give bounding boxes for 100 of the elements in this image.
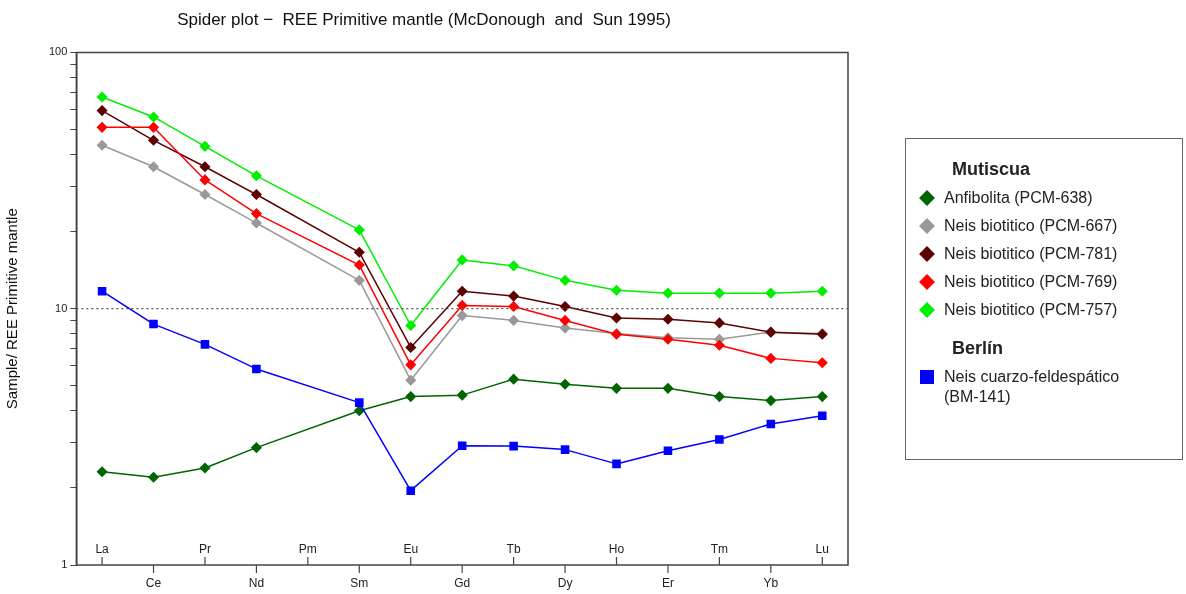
legend-label: Neis biotitico (PCM-667) [944, 216, 1118, 236]
y-tick-label: 1 [61, 558, 68, 571]
point [354, 275, 365, 286]
text: Berlín [952, 338, 1004, 359]
point [252, 364, 261, 374]
point [148, 471, 159, 483]
x-tick-label: Tm [710, 542, 729, 557]
x-tick-label: Eu [403, 542, 419, 557]
point [662, 313, 674, 325]
point [199, 141, 211, 152]
legend-label: Neis biotitico (PCM-781) [944, 244, 1118, 264]
x-tick-label: Lu [815, 542, 829, 557]
point [456, 389, 468, 401]
point [559, 379, 571, 390]
point [148, 122, 159, 133]
point [611, 285, 622, 296]
point [560, 445, 570, 454]
point [456, 285, 468, 297]
point [662, 383, 674, 394]
point [251, 442, 262, 453]
point [508, 373, 519, 385]
point [508, 290, 519, 302]
point [96, 466, 108, 478]
x-tick-label: Pm [298, 542, 317, 557]
point [508, 260, 519, 272]
point [662, 287, 674, 299]
point [199, 161, 211, 172]
point [96, 122, 108, 133]
point [199, 462, 211, 474]
point [817, 411, 827, 421]
point [559, 315, 571, 326]
chart-title: Spider plot − REE Primitive mantle (McDonough and Sun 1995) [177, 9, 671, 29]
point [405, 342, 416, 353]
legend-label: Neis biotitico (PCM-757) [944, 300, 1118, 320]
point [406, 486, 416, 495]
point [714, 340, 725, 351]
point [405, 320, 416, 331]
x-tick-label: Ho [608, 542, 625, 557]
point [148, 111, 159, 123]
point [456, 310, 468, 321]
point [405, 374, 416, 386]
point [199, 189, 211, 200]
point [251, 208, 262, 219]
point [817, 391, 828, 402]
point [714, 317, 725, 329]
text: Mutiscua [952, 159, 1031, 180]
point [251, 170, 262, 182]
point [149, 319, 158, 329]
point [663, 446, 673, 456]
point [354, 247, 365, 258]
point [559, 301, 571, 312]
point [354, 259, 365, 271]
point [200, 340, 210, 349]
x-tick-label: Yb [763, 576, 779, 591]
point [509, 441, 518, 451]
point [765, 287, 777, 299]
point [251, 189, 262, 200]
point [766, 419, 776, 429]
point [456, 254, 468, 266]
point [405, 359, 416, 371]
point [714, 391, 725, 402]
x-tick-label: Dy [557, 576, 573, 591]
x-tick-label: Er [661, 576, 674, 591]
point [96, 105, 108, 116]
legend-label: Neis cuarzo-feldespático (BM-141) [944, 367, 1120, 407]
point [251, 217, 262, 229]
legend-label: Anfibolita (PCM-638) [944, 188, 1093, 208]
x-tick-label: Pr [198, 542, 211, 557]
point [765, 395, 777, 406]
point [508, 301, 519, 312]
point [97, 286, 107, 296]
point [612, 459, 621, 469]
point [611, 383, 622, 394]
y-axis-title: Sample/ REE Primitive mantle [3, 208, 21, 410]
point [714, 287, 725, 299]
x-tick-label: Nd [248, 576, 265, 591]
y-tick-label: 100 [48, 45, 68, 58]
point [199, 174, 211, 186]
y-tick-label: 10 [55, 301, 68, 314]
point [457, 441, 467, 451]
point [354, 224, 365, 236]
point [355, 398, 364, 407]
legend-label: Neis biotitico (PCM-769) [944, 272, 1118, 292]
point [96, 91, 108, 103]
x-tick-label: Ce [145, 576, 162, 591]
point [817, 285, 828, 297]
point [508, 315, 519, 326]
point [715, 435, 724, 444]
point [96, 140, 108, 151]
x-tick-label: Tb [506, 542, 521, 557]
point [611, 312, 622, 324]
point [765, 353, 777, 364]
point [148, 161, 159, 172]
x-tick-label: Sm [350, 576, 369, 591]
point [405, 391, 416, 402]
point [817, 357, 828, 369]
point [559, 275, 571, 286]
point [456, 300, 468, 311]
x-tick-label: Gd [454, 576, 471, 591]
x-tick-label: La [95, 542, 110, 557]
